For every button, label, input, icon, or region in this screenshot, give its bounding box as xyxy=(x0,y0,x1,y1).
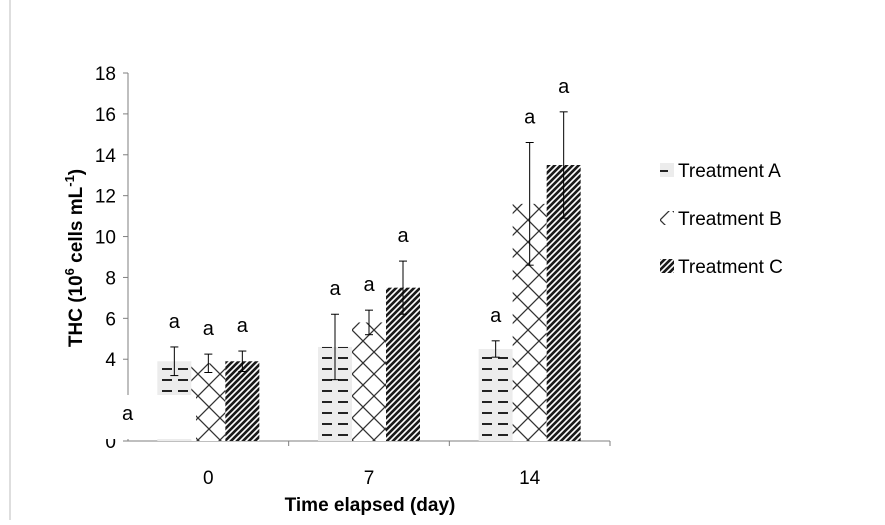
y-axis-title-base: THC (10 xyxy=(66,275,87,347)
significance-letter: a xyxy=(558,76,570,98)
bar-treatment-b-0 xyxy=(191,363,226,441)
bar-series xyxy=(157,165,581,441)
y-tick-label: 4 xyxy=(105,350,116,371)
significance-letter: a xyxy=(524,107,536,129)
y-axis-title-exp2: -1 xyxy=(62,175,77,187)
y-tick-label: 8 xyxy=(105,268,116,289)
y-tick-label: 16 xyxy=(95,105,116,126)
x-axis-title: Time elapsed (day) xyxy=(285,495,456,516)
x-tick-label: 0 xyxy=(203,468,214,489)
bar-treatment-b-7 xyxy=(352,322,386,441)
significance-letter: a xyxy=(169,311,181,333)
significance-letter: a xyxy=(363,274,375,296)
y-tick-label: 6 xyxy=(105,309,116,330)
x-axis-ticks: 0 7 14 xyxy=(203,441,611,489)
significance-letter: a xyxy=(203,318,215,340)
y-tick-label: 0 xyxy=(105,432,116,453)
legend: Treatment A Treatment B Treatment C xyxy=(660,161,783,278)
x-tick-label: 14 xyxy=(519,468,541,489)
y-axis-title-exp1: 6 xyxy=(62,268,77,275)
bar-treatment-a-14 xyxy=(478,349,513,441)
overlay-box xyxy=(100,395,196,439)
y-tick-label: 12 xyxy=(95,187,116,208)
legend-label: Treatment B xyxy=(678,209,782,230)
legend-swatch xyxy=(660,259,674,273)
legend-swatch xyxy=(660,163,674,177)
y-tick-label: 18 xyxy=(95,64,116,85)
legend-label: Treatment A xyxy=(678,161,781,182)
significance-letter: a xyxy=(329,278,341,300)
bar-treatment-c-0 xyxy=(225,361,260,441)
significance-letter: a xyxy=(237,315,249,337)
y-axis-title: THC (106 cells mL-1) xyxy=(62,169,87,347)
y-tick-label: 14 xyxy=(95,146,117,167)
y-tick-label: 10 xyxy=(95,228,116,249)
y-axis-title-mid: cells mL xyxy=(66,186,87,268)
significance-letter: a xyxy=(490,305,502,327)
overlay-letter: a xyxy=(122,403,134,425)
y-axis-ticks: 0 4 6 8 10 12 14 16 18 xyxy=(95,64,128,453)
significance-letter: a xyxy=(397,225,409,247)
y-axis-title-end: ) xyxy=(66,169,87,175)
error-bars xyxy=(170,111,568,381)
legend-swatch xyxy=(660,211,674,225)
legend-label: Treatment C xyxy=(678,257,783,278)
x-tick-label: 7 xyxy=(364,468,375,489)
